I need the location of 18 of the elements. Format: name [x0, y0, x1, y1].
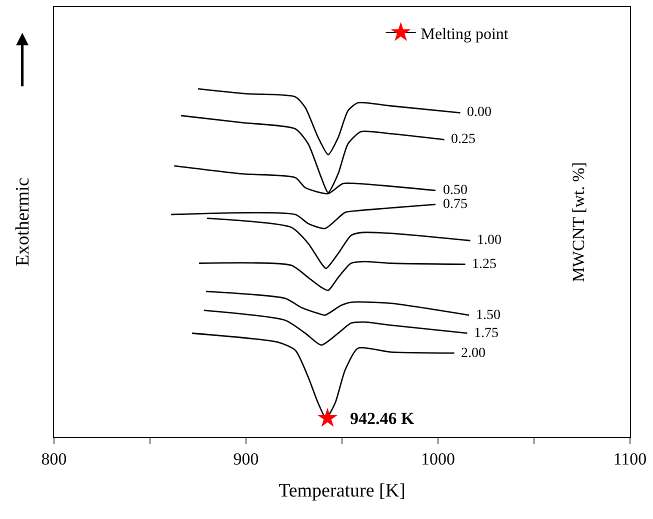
x-tick-label: 900: [233, 450, 259, 469]
series-label: 1.50: [476, 308, 500, 323]
series-label: 2.00: [461, 346, 486, 361]
x-tick-label: 1000: [421, 450, 455, 469]
x-tick-label: 1100: [613, 450, 647, 469]
annotation: 942.46 K: [350, 409, 415, 428]
series-label: 0.75: [443, 197, 468, 212]
series-label: 1.25: [472, 257, 496, 272]
series-label: 1.75: [474, 326, 498, 341]
series-label: 1.00: [477, 233, 502, 248]
series-label: 0.25: [451, 132, 476, 147]
legend-label: Melting point: [420, 26, 509, 43]
x-axis-title: Temperature [K]: [278, 480, 406, 502]
annotation: MWCNT [wt. %]: [569, 162, 588, 282]
x-tick-label: 800: [41, 450, 67, 469]
series-label: 0.50: [443, 183, 468, 198]
y-axis-title: Exothermic: [12, 178, 34, 266]
series-label: 0.00: [467, 105, 492, 120]
